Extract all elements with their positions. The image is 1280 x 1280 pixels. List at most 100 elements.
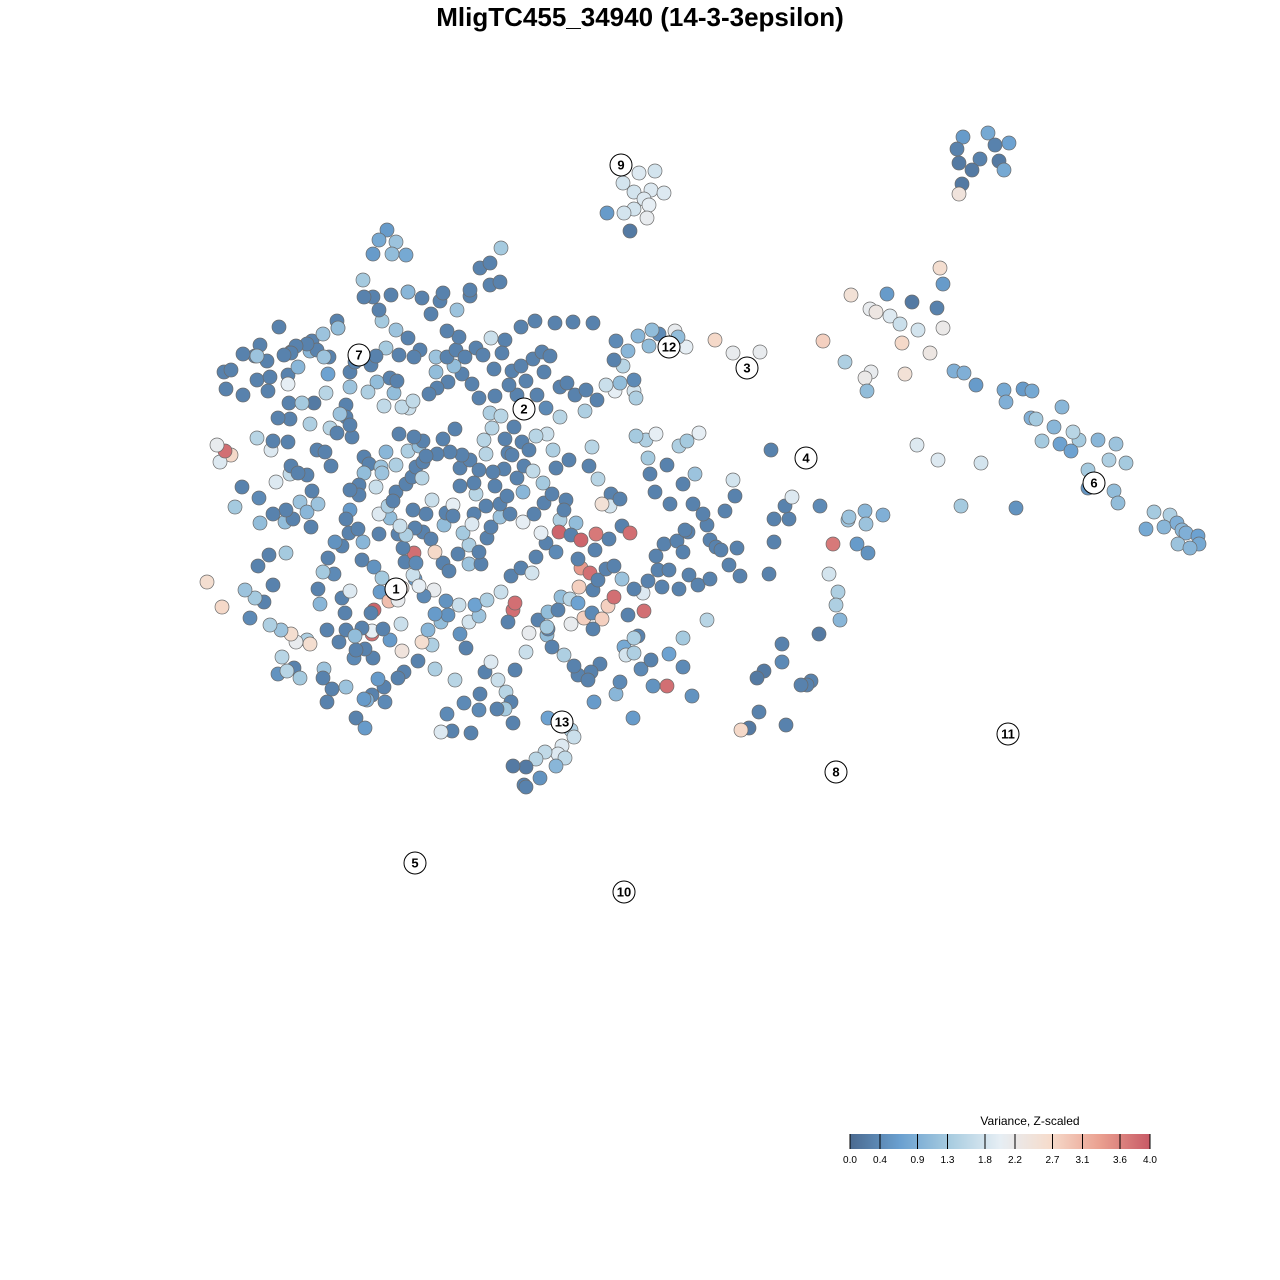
- data-point: [521, 625, 537, 641]
- data-point: [440, 607, 456, 623]
- data-point: [1108, 436, 1124, 452]
- data-point: [812, 498, 828, 514]
- data-point: [458, 640, 474, 656]
- data-point: [327, 534, 343, 550]
- cluster-label-8: 8: [824, 760, 848, 784]
- data-point: [832, 612, 848, 628]
- data-point: [406, 349, 422, 365]
- data-point: [371, 302, 387, 318]
- data-point: [695, 506, 711, 522]
- data-point: [793, 677, 809, 693]
- data-point: [1138, 521, 1154, 537]
- data-point: [538, 400, 554, 416]
- cluster-label-text: 8: [832, 765, 839, 780]
- data-point: [677, 522, 693, 538]
- data-point: [821, 566, 837, 582]
- data-point: [675, 476, 691, 492]
- data-point: [598, 377, 614, 393]
- data-point: [639, 210, 655, 226]
- data-point: [348, 642, 364, 658]
- data-point: [513, 358, 529, 374]
- data-point: [675, 659, 691, 675]
- data-point: [393, 616, 409, 632]
- data-point: [323, 458, 339, 474]
- data-point: [389, 373, 405, 389]
- data-point: [996, 162, 1012, 178]
- data-point: [535, 475, 551, 491]
- data-point: [433, 724, 449, 740]
- cluster-label-5: 5: [403, 851, 427, 875]
- cluster-label-12: 12: [657, 335, 681, 359]
- legend-tick-label: 3.6: [1113, 1155, 1127, 1166]
- data-point: [421, 386, 437, 402]
- data-point: [606, 589, 622, 605]
- data-point: [640, 450, 656, 466]
- data-point: [528, 428, 544, 444]
- data-point: [1146, 504, 1162, 520]
- data-point: [400, 330, 416, 346]
- data-point: [485, 464, 501, 480]
- data-point: [518, 373, 534, 389]
- data-point: [414, 290, 430, 306]
- cluster-label-text: 11: [1001, 727, 1015, 742]
- data-point: [559, 375, 575, 391]
- data-point: [507, 595, 523, 611]
- data-point: [235, 346, 251, 362]
- data-point: [310, 496, 326, 512]
- data-point: [565, 314, 581, 330]
- data-point: [317, 444, 333, 460]
- data-point: [338, 679, 354, 695]
- data-point: [622, 525, 638, 541]
- data-point: [260, 383, 276, 399]
- data-point: [223, 362, 239, 378]
- data-point: [209, 437, 225, 453]
- data-point: [507, 662, 523, 678]
- data-point: [766, 511, 782, 527]
- data-point: [499, 488, 515, 504]
- data-point: [505, 758, 521, 774]
- data-point: [935, 276, 951, 292]
- data-point: [725, 472, 741, 488]
- data-point: [556, 502, 572, 518]
- cluster-label-text: 2: [520, 402, 527, 417]
- data-point: [299, 504, 315, 520]
- cluster-label-badge: [612, 880, 636, 904]
- data-point: [781, 511, 797, 527]
- data-point: [648, 426, 664, 442]
- data-point: [528, 549, 544, 565]
- data-point: [521, 442, 537, 458]
- data-point: [699, 612, 715, 628]
- data-point: [471, 702, 487, 718]
- data-point: [274, 649, 290, 665]
- data-point: [234, 479, 250, 495]
- data-point: [427, 606, 443, 622]
- data-point: [342, 379, 358, 395]
- data-point: [586, 694, 602, 710]
- data-point: [475, 347, 491, 363]
- cluster-label-4: 4: [794, 446, 818, 470]
- data-point: [648, 548, 664, 564]
- cluster-label-text: 5: [411, 856, 418, 871]
- data-point: [332, 406, 348, 422]
- data-point: [935, 320, 951, 336]
- data-point: [315, 670, 331, 686]
- cluster-label-badge: [609, 153, 633, 177]
- data-point: [382, 632, 398, 648]
- data-point: [392, 518, 408, 534]
- data-point: [631, 165, 647, 181]
- data-point: [612, 491, 628, 507]
- data-point: [548, 544, 564, 560]
- data-point: [235, 387, 251, 403]
- data-point: [622, 223, 638, 239]
- data-point: [815, 333, 831, 349]
- data-point: [588, 526, 604, 542]
- data-point: [953, 498, 969, 514]
- data-point: [347, 628, 363, 644]
- data-point: [968, 377, 984, 393]
- data-point: [550, 602, 566, 618]
- data-point: [955, 129, 971, 145]
- data-point: [691, 425, 707, 441]
- data-point: [857, 370, 873, 386]
- data-point: [237, 582, 253, 598]
